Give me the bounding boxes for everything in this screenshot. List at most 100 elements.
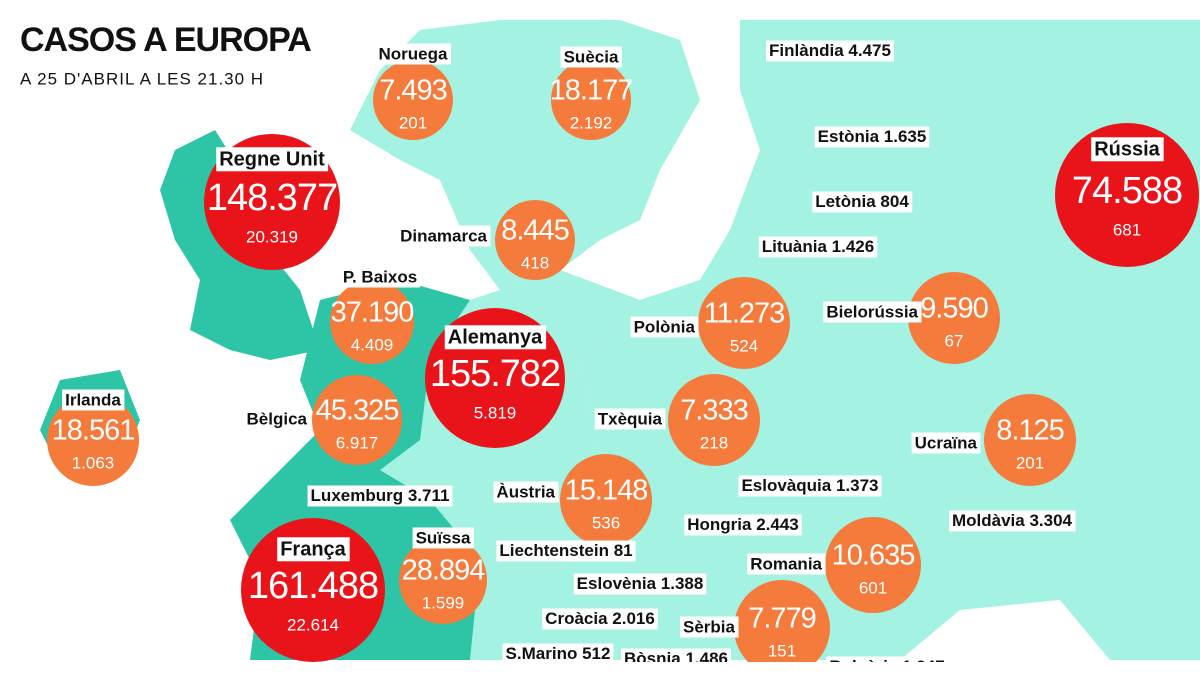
country-label: Eslovàquia 1.373 [741,476,878,495]
deaths: 67 [945,331,964,350]
cases: 37.190 [331,297,414,329]
label-box [814,126,930,148]
label-box [560,46,622,68]
deaths: 201 [1016,453,1044,472]
country-name: Àustria [496,482,555,501]
cases: 81 [614,541,633,560]
country-name: Ucraïna [915,433,978,452]
country-name: Alemanya [448,326,543,348]
country-name: S.Marino [506,644,578,663]
cases: 2.443 [756,515,799,534]
country-name: Rússia [1094,138,1160,160]
cases: 7.779 [748,603,816,635]
cases: 7.333 [680,395,748,427]
country-name: Moldàvia [952,511,1025,530]
bubble [47,394,139,486]
label-box [496,540,636,562]
bubble [330,280,414,364]
cases: 1.388 [661,574,704,593]
cases: 45.325 [316,395,399,427]
country-name: Dinamarca [400,226,487,245]
label-box [738,475,882,497]
cases: 155.782 [430,353,560,395]
country-name: Txèquia [598,409,663,428]
cases: 28.894 [402,555,486,587]
country-label: Moldàvia 3.304 [952,511,1073,530]
country-name: Lituània [762,237,828,256]
country-label: Liechtenstein 81 [499,541,632,560]
country-name: Eslovàquia [741,476,831,495]
bubble [373,60,453,140]
country-name: Liechtenstein [499,541,609,560]
bubble [825,517,921,613]
label-box [758,236,878,258]
cases: 3.304 [1029,511,1072,530]
title: CASOS A EUROPA [20,21,311,59]
label-box [573,573,707,595]
bubble [399,536,487,624]
cases: 10.635 [832,540,915,572]
label-box [594,408,666,430]
cases: 512 [582,644,610,663]
cases: 1.635 [884,127,927,146]
cases: 7.493 [379,75,447,107]
country-name: Irlanda [65,390,121,409]
country-label: S.Marino 512 [506,644,611,663]
country-name: Finlàndia [769,41,844,60]
deaths: 201 [399,113,427,132]
country-name: França [280,538,346,560]
country-name: Suïssa [416,528,471,547]
cases: 8.125 [996,415,1064,447]
label-box [502,643,614,665]
label-box [277,537,350,562]
deaths: 4.409 [351,335,394,354]
country-label: Luxemburg 3.711 [311,486,450,505]
deaths: 524 [730,336,758,355]
label-box [823,301,922,323]
label-box [493,481,559,503]
deaths: 151 [768,641,796,660]
cases: 148.377 [207,177,337,219]
subtitle: A 25 D'ABRIL A LES 21.30 H [20,69,264,88]
country-name: Regne Unit [219,148,325,170]
deaths: 1.063 [72,453,115,472]
country-label: Lituània 1.426 [762,237,874,256]
label-box [307,485,453,507]
bubble [495,200,575,280]
country-label: Letònia 804 [815,192,909,211]
label-box [62,389,125,411]
deaths: 601 [859,578,887,597]
cases: 2.016 [612,609,655,628]
cases: 18.561 [52,415,135,447]
country-label: Eslovènia 1.388 [577,574,704,593]
cases: 1.426 [832,237,875,256]
label-box [747,553,826,575]
bubble [312,375,402,465]
country-name: Estònia [818,127,880,146]
label-box [684,514,802,536]
deaths: 536 [592,513,620,532]
label-box [630,316,699,338]
bubble [984,394,1076,486]
country-name: Letònia [815,192,876,211]
bubble [560,454,652,546]
deaths: 22.614 [287,615,339,634]
country-name: Noruega [379,44,449,63]
cases: 4.475 [848,41,891,60]
country-label: Croàcia 2.016 [545,609,655,628]
label-box [680,616,739,638]
deaths: 681 [1113,220,1141,239]
country-name: P. Baixos [343,267,417,286]
header: CASOS A EUROPA A 25 D'ABRIL A LES 21.30 … [20,21,312,89]
country-name: Polònia [634,317,696,336]
country-name: Luxemburg [311,486,404,505]
cases: 8.445 [501,215,569,247]
cases: 1.373 [836,476,879,495]
label-box [1091,137,1164,162]
deaths: 418 [521,253,549,272]
label-box [766,40,894,62]
deaths: 5.819 [474,403,517,422]
country-name: Hongria [687,515,752,534]
label-box [444,325,547,350]
